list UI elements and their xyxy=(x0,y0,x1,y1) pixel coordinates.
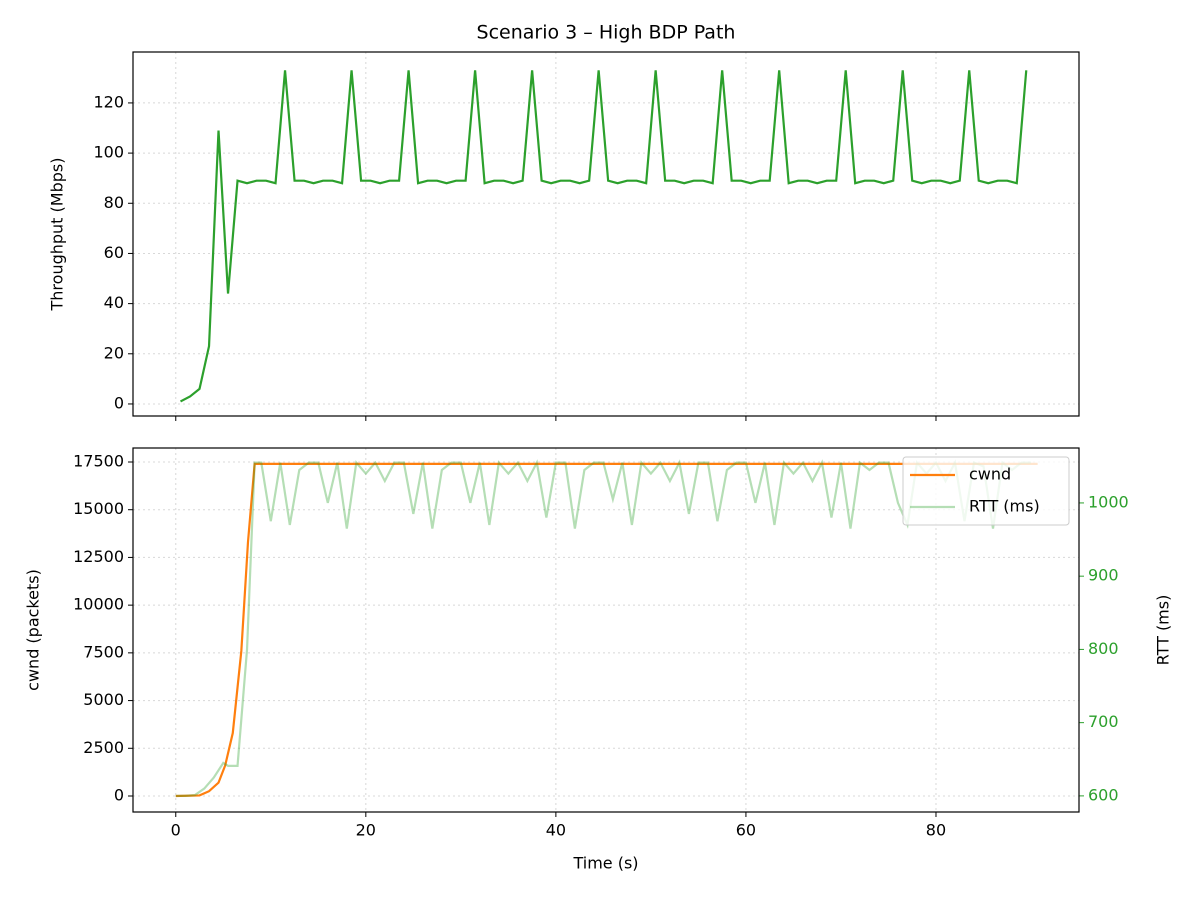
y-tick-label: 15000 xyxy=(73,499,124,518)
x-tick-label: 40 xyxy=(546,821,566,840)
y-tick-label: 2500 xyxy=(83,738,124,757)
y2-tick-label: 800 xyxy=(1088,639,1119,658)
y-tick-label: 5000 xyxy=(83,690,124,709)
y-axis-label: cwnd (packets) xyxy=(24,569,43,691)
data-line xyxy=(175,462,1038,798)
y-tick-label: 17500 xyxy=(73,451,124,470)
y-tick-label: 40 xyxy=(104,293,124,312)
axes-frame xyxy=(132,51,1080,417)
y-tick-label: 0 xyxy=(114,393,124,412)
y-tick-label: 20 xyxy=(104,343,124,362)
x-tick-label: 0 xyxy=(171,821,181,840)
data-line xyxy=(179,70,1028,403)
y2-tick-label: 1000 xyxy=(1088,492,1129,511)
x-tick-label: 80 xyxy=(926,821,946,840)
chart-title: Scenario 3 – High BDP Path xyxy=(477,22,736,44)
y2-axis-label: RTT (ms) xyxy=(1154,595,1173,666)
y-tick-label: 12500 xyxy=(73,547,124,566)
y-tick-label: 80 xyxy=(104,193,124,212)
legend-label: cwnd xyxy=(969,465,1011,484)
x-tick-label: 60 xyxy=(736,821,756,840)
axes-frame xyxy=(132,447,1080,813)
y-axis-label: Throughput (Mbps) xyxy=(48,158,67,312)
y-tick-label: 120 xyxy=(93,92,124,111)
y2-tick-label: 700 xyxy=(1088,712,1119,731)
data-line xyxy=(175,459,1032,797)
y2-tick-label: 900 xyxy=(1088,566,1119,585)
y-tick-label: 60 xyxy=(104,243,124,262)
legend-label: RTT (ms) xyxy=(969,497,1040,516)
x-axis-label: Time (s) xyxy=(572,854,638,873)
y-tick-label: 100 xyxy=(93,143,124,162)
y-tick-label: 0 xyxy=(114,786,124,805)
x-tick-label: 20 xyxy=(356,821,376,840)
y-tick-label: 10000 xyxy=(73,595,124,614)
y2-tick-label: 600 xyxy=(1088,785,1119,804)
y-tick-label: 7500 xyxy=(83,642,124,661)
